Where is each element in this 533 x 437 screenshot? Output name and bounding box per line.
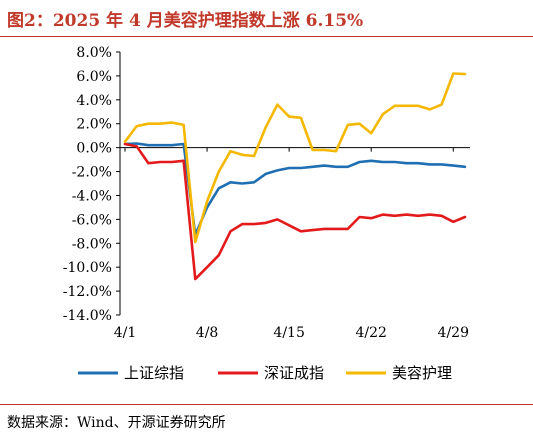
title-divider — [0, 36, 533, 37]
y-tick-label: -14.0% — [63, 308, 112, 324]
y-tick-label: 8.0% — [76, 45, 112, 61]
y-tick-label: -8.0% — [72, 236, 112, 252]
source-divider — [0, 404, 533, 405]
data-source-note: 数据来源：Wind、开源证券研究所 — [7, 415, 226, 431]
legend-label: 美容护理 — [392, 364, 452, 382]
y-tick-label: 2.0% — [76, 117, 112, 133]
x-tick-label: 4/8 — [196, 325, 219, 341]
chart-axes: -14.0% -12.0% -10.0% -8.0% -6.0% -4.0% -2.0% 0.… — [63, 45, 470, 341]
x-tick-label: 4/15 — [273, 325, 304, 341]
legend-label: 上证综指 — [124, 364, 184, 382]
y-tick-label: -2.0% — [72, 165, 112, 181]
series-line-1 — [123, 142, 467, 237]
y-tick-label: 4.0% — [76, 93, 112, 109]
y-tick-label: -6.0% — [72, 212, 112, 228]
chart-title: 图2：2025 年 4 月美容护理指数上涨 6.15% — [7, 11, 364, 31]
line-chart: -14.0% -12.0% -10.0% -8.0% -6.0% -4.0% -2.0% 0.… — [63, 45, 470, 382]
y-tick-label: 6.0% — [76, 69, 112, 85]
legend-label: 深证成指 — [264, 364, 324, 382]
chart-series-lines — [123, 72, 467, 281]
x-tick-label: 4/1 — [114, 325, 137, 341]
series-line-2 — [123, 142, 467, 281]
x-tick-label: 4/22 — [355, 325, 386, 341]
x-tick-label: 4/29 — [438, 325, 469, 341]
y-tick-label: -10.0% — [63, 260, 112, 276]
y-tick-label: -12.0% — [63, 284, 112, 300]
y-tick-label: 0.0% — [76, 141, 112, 157]
y-tick-label: -4.0% — [72, 188, 112, 204]
chart-legend: 上证综指 深证成指 美容护理 — [78, 364, 452, 382]
series-line-3 — [123, 72, 467, 244]
